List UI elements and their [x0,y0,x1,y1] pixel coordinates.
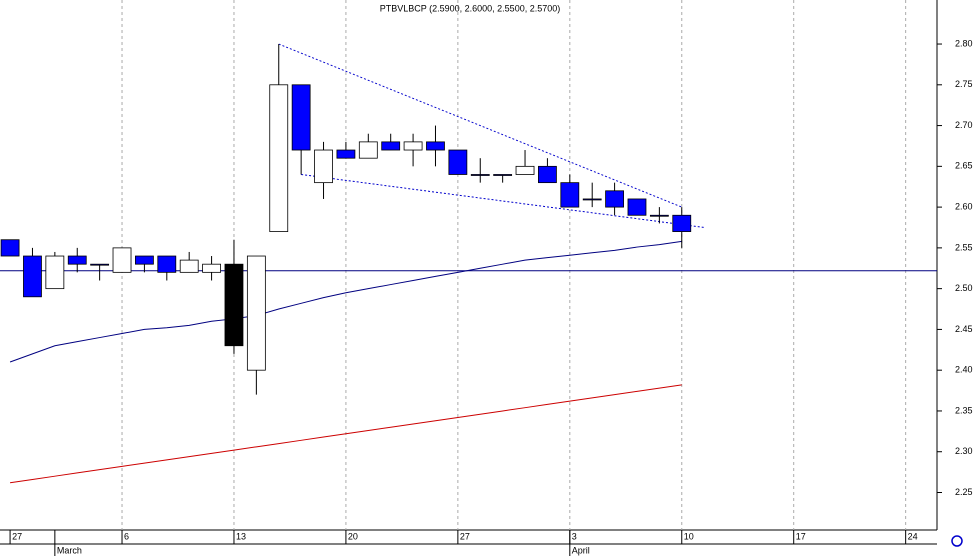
candle-body [179,259,199,273]
y-tick-label: 2.50 [955,283,973,293]
candle-body [202,263,221,273]
candle-body [582,198,602,201]
candle-body [67,255,87,265]
candle-body [336,149,356,159]
candle-body [135,255,154,265]
candle-body [358,141,378,159]
candle-body [45,255,65,290]
candle-body [403,141,423,151]
y-tick-label: 2.55 [955,242,973,252]
x-tick-label: 17 [796,531,806,541]
candle-body [269,84,289,232]
candle-body [23,255,42,298]
candle-body [560,182,580,208]
y-tick-label: 2.35 [955,405,973,415]
x-tick-label: 27 [460,531,470,541]
y-tick-label: 2.30 [955,446,973,456]
y-tick-label: 2.45 [955,324,973,334]
candle-body [381,141,401,151]
candle-body [605,190,624,208]
x-tick-label: 24 [908,531,918,541]
candle-body [470,174,490,176]
candle-body [224,263,244,347]
candle-body [448,149,468,175]
candle-body [538,165,557,184]
y-tick-label: 2.40 [955,365,973,375]
moving-average [9,240,682,363]
month-label: March [57,545,82,555]
x-tick-label: 27 [12,531,22,541]
x-tick-label: 3 [572,531,577,541]
y-tick-label: 2.65 [955,161,973,171]
candle-body [314,149,333,184]
x-tick-label: 10 [684,531,694,541]
candle-body [649,214,669,217]
candle-body [493,174,513,176]
chart-title: PTBVLBCP (2.5900, 2.6000, 2.5500, 2.5700… [380,3,560,13]
settings-icon[interactable] [951,535,963,547]
candle-body [515,165,535,175]
month-label: April [572,545,590,555]
candle-body [157,255,177,273]
candle-body [426,141,445,151]
y-tick-label: 2.25 [955,487,973,497]
y-tick-label: 2.60 [955,201,973,211]
x-tick-label: 20 [348,531,358,541]
candle-body [672,214,692,232]
candle-body [90,263,110,266]
candle-body [291,84,311,151]
candle-body [0,239,20,257]
moving-average [10,384,682,484]
candle-body [112,247,132,273]
candle-body [627,198,647,216]
candle-body [246,255,266,371]
trendline [278,43,682,208]
y-tick-label: 2.80 [955,38,973,48]
x-tick-label: 6 [124,531,129,541]
y-tick-label: 2.70 [955,120,973,130]
x-tick-label: 13 [236,531,246,541]
y-tick-label: 2.75 [955,79,973,89]
